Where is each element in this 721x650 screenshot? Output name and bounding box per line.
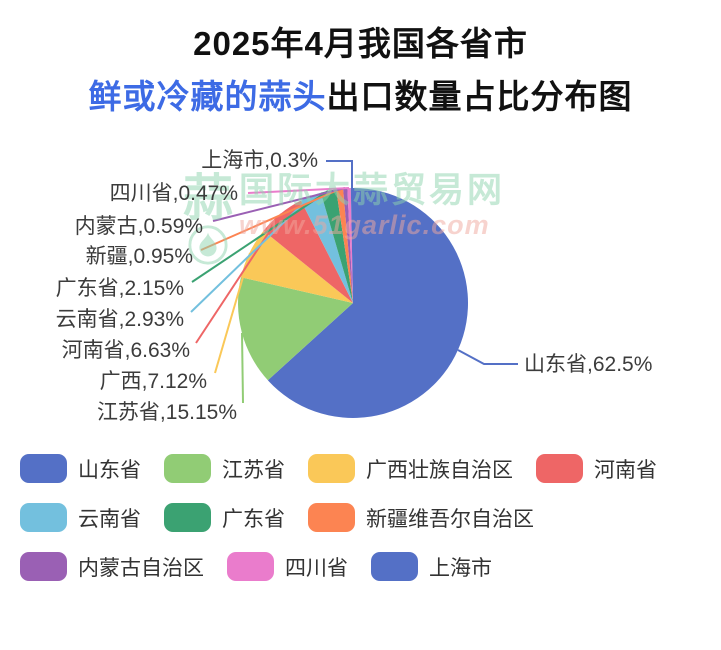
chart-title: 2025年4月我国各省市 鲜或冷藏的蒜头出口数量占比分布图 bbox=[0, 24, 721, 117]
legend-item[interactable]: 四川省 bbox=[227, 552, 348, 582]
legend-item[interactable]: 广东省 bbox=[164, 503, 285, 533]
legend-swatch bbox=[164, 503, 211, 532]
chart-title-line2: 鲜或冷藏的蒜头出口数量占比分布图 bbox=[0, 77, 721, 117]
pie-label-shandong: 山东省,62.5% bbox=[524, 353, 653, 376]
pie-label-yunnan: 云南省,2.93% bbox=[55, 308, 184, 331]
pie-label-shanghai: 上海市,0.3% bbox=[201, 149, 318, 172]
chart-title-line1: 2025年4月我国各省市 bbox=[193, 25, 528, 62]
pie-slice-sichuan[interactable] bbox=[347, 188, 353, 303]
pie-label-neimenggu: 内蒙古,0.59% bbox=[74, 215, 203, 238]
pie-slice-henan[interactable] bbox=[263, 200, 353, 303]
legend-swatch bbox=[20, 552, 67, 581]
pie-slice-shanghai[interactable] bbox=[350, 188, 353, 303]
legend-label: 广西壮族自治区 bbox=[366, 458, 513, 482]
legend-item[interactable]: 江苏省 bbox=[164, 454, 285, 484]
chart-title-rest: 出口数量占比分布图 bbox=[326, 78, 633, 115]
legend-label: 江苏省 bbox=[222, 458, 285, 482]
legend-swatch bbox=[20, 454, 67, 483]
legend-item[interactable]: 内蒙古自治区 bbox=[20, 552, 204, 582]
legend-swatch bbox=[371, 552, 418, 581]
pie-leader-line-guangxi bbox=[214, 252, 251, 374]
pie-slice-jiangsu[interactable] bbox=[238, 277, 353, 381]
chart-legend: 山东省 江苏省 广西壮族自治区 河南省云南省 广东省 新疆维吾尔自治区内蒙古自治区 四川省 上… bbox=[20, 444, 680, 591]
legend-row-1: 山东省 江苏省 广西壮族自治区 河南省 bbox=[20, 444, 680, 493]
pie-slice-shandong[interactable] bbox=[267, 188, 469, 418]
pie-slice-guangxi[interactable] bbox=[240, 230, 353, 303]
pie-label-guangxi: 广西,7.12% bbox=[99, 370, 207, 393]
pie-leader-line-neimenggu bbox=[212, 187, 346, 222]
pie-label-henan: 河南省,6.63% bbox=[61, 339, 190, 362]
legend-label: 内蒙古自治区 bbox=[78, 556, 204, 580]
legend-swatch bbox=[308, 503, 355, 532]
pie-leader-line-sichuan bbox=[247, 187, 350, 194]
legend-item[interactable]: 山东省 bbox=[20, 454, 141, 484]
legend-label: 新疆维吾尔自治区 bbox=[366, 507, 534, 531]
pie-leader-line-henan bbox=[195, 213, 282, 344]
pie-slice-guangdong[interactable] bbox=[320, 189, 353, 303]
pie-leader-line-guangdong bbox=[191, 190, 329, 283]
chart-title-highlight: 鲜或冷藏的蒜头 bbox=[88, 78, 327, 115]
legend-swatch bbox=[164, 454, 211, 483]
legend-swatch bbox=[308, 454, 355, 483]
legend-label: 河南省 bbox=[594, 458, 657, 482]
legend-item[interactable]: 广西壮族自治区 bbox=[308, 454, 513, 484]
legend-swatch bbox=[227, 552, 274, 581]
legend-row-2: 云南省 广东省 新疆维吾尔自治区 bbox=[20, 493, 680, 542]
legend-item[interactable]: 河南省 bbox=[536, 454, 657, 484]
legend-swatch bbox=[536, 454, 583, 483]
pie-leader-line-jiangsu bbox=[241, 332, 244, 404]
legend-label: 广东省 bbox=[222, 507, 285, 531]
legend-label: 四川省 bbox=[285, 556, 348, 580]
pie-slice-neimenggu[interactable] bbox=[343, 188, 353, 303]
pie-label-sichuan: 四川省,0.47% bbox=[109, 182, 238, 205]
legend-item[interactable]: 云南省 bbox=[20, 503, 141, 533]
pie-leader-line-shandong bbox=[457, 349, 518, 365]
legend-swatch bbox=[20, 503, 67, 532]
pie-label-guangdong: 广东省,2.15% bbox=[55, 277, 184, 300]
legend-row-3: 内蒙古自治区 四川省 上海市 bbox=[20, 542, 680, 591]
legend-label: 云南省 bbox=[78, 507, 141, 531]
legend-item[interactable]: 上海市 bbox=[371, 552, 492, 582]
legend-label: 山东省 bbox=[78, 458, 141, 482]
pie-slice-xinjiang[interactable] bbox=[336, 188, 353, 303]
legend-label: 上海市 bbox=[429, 556, 492, 580]
legend-item[interactable]: 新疆维吾尔自治区 bbox=[308, 503, 534, 533]
pie-slice-yunnan[interactable] bbox=[300, 192, 353, 303]
pie-label-jiangsu: 江苏省,15.15% bbox=[96, 401, 237, 424]
pie-leader-line-shanghai bbox=[326, 160, 353, 188]
pie-label-xinjiang: 新疆,0.95% bbox=[85, 245, 193, 268]
